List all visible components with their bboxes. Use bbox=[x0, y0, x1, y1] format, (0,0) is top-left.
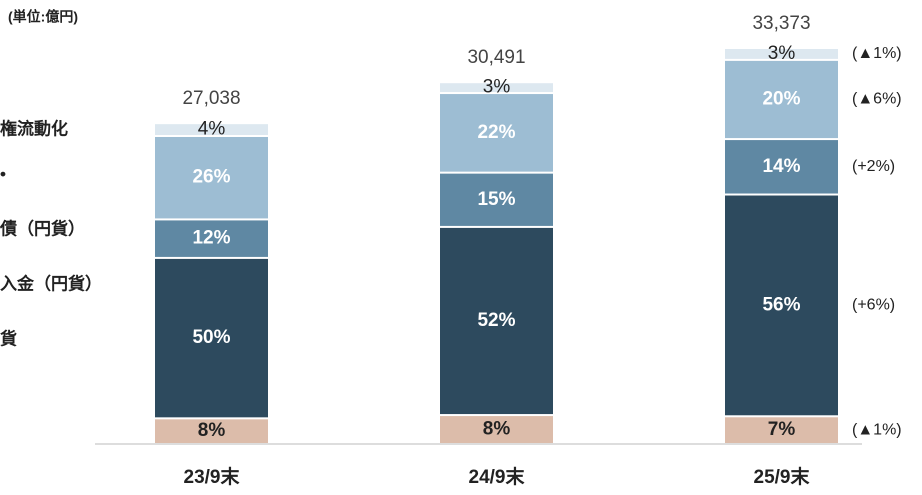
total-label: 27,038 bbox=[182, 88, 240, 109]
x-tick-label: 24/9末 bbox=[469, 465, 526, 488]
change-label: (▲6%) bbox=[852, 91, 902, 108]
segment-label: 56% bbox=[762, 294, 800, 315]
segment-label: 26% bbox=[192, 167, 230, 188]
change-label: (▲1%) bbox=[852, 421, 902, 438]
side-label: 入金（円貨） bbox=[0, 273, 102, 293]
bar-segment bbox=[155, 258, 268, 418]
segment-label: 52% bbox=[477, 310, 515, 331]
x-tick-label: 25/9末 bbox=[754, 465, 811, 488]
bar-segment bbox=[440, 227, 553, 415]
change-label: (▲1%) bbox=[852, 45, 902, 62]
segment-label: 14% bbox=[762, 156, 800, 177]
bar-segment bbox=[155, 419, 268, 443]
segment-label: 15% bbox=[477, 189, 515, 210]
segment-label: 3% bbox=[768, 43, 796, 64]
bar-segment bbox=[440, 416, 553, 443]
change-label: (+6%) bbox=[852, 297, 895, 314]
segment-label: 12% bbox=[192, 228, 230, 249]
bar-segment bbox=[440, 83, 553, 93]
segment-label: 4% bbox=[198, 119, 226, 140]
side-label: • bbox=[0, 164, 6, 183]
bar-segment bbox=[725, 195, 838, 416]
segment-label: 3% bbox=[483, 77, 511, 98]
bar-segment bbox=[155, 137, 268, 219]
bar-segment bbox=[155, 124, 268, 136]
bar-segment bbox=[725, 417, 838, 443]
total-label: 30,491 bbox=[467, 47, 525, 68]
side-label: 貨 bbox=[0, 328, 17, 348]
unit-label: (単位:億円) bbox=[8, 9, 78, 25]
segment-label: 20% bbox=[762, 88, 800, 109]
side-label: 債（円貨） bbox=[0, 218, 85, 238]
change-label: (+2%) bbox=[852, 158, 895, 175]
bar-segment bbox=[155, 220, 268, 257]
segment-label: 22% bbox=[477, 122, 515, 143]
bar-segment bbox=[725, 140, 838, 194]
segment-label: 7% bbox=[768, 419, 796, 440]
bar-segment bbox=[440, 173, 553, 226]
bar-segment bbox=[440, 94, 553, 172]
segment-label: 8% bbox=[483, 419, 511, 440]
x-tick-label: 23/9末 bbox=[184, 465, 241, 488]
bar-segment bbox=[725, 49, 838, 59]
segment-label: 50% bbox=[192, 327, 230, 348]
segment-label: 8% bbox=[198, 420, 226, 441]
total-label: 33,373 bbox=[752, 13, 810, 34]
bar-segment bbox=[725, 60, 838, 139]
side-label: 権流動化 bbox=[0, 118, 68, 138]
